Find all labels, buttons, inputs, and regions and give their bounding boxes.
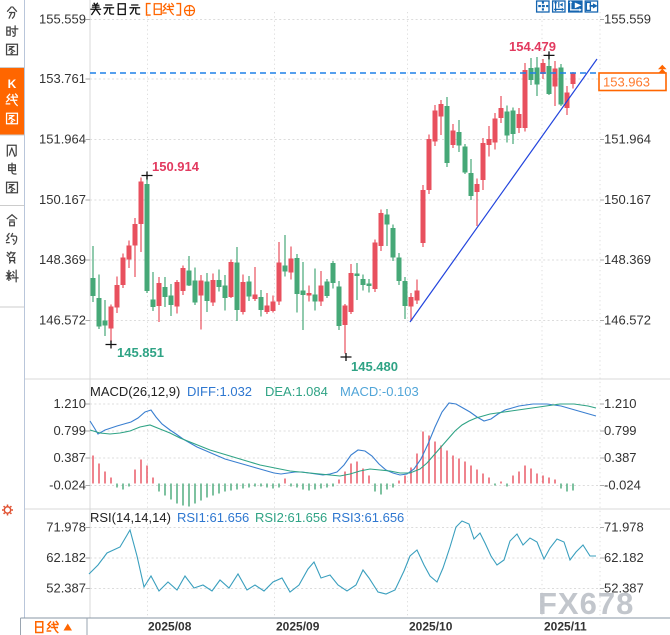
svg-text:2025/08: 2025/08 — [148, 620, 192, 634]
svg-text:52.387: 52.387 — [46, 581, 86, 596]
svg-text:2025/10: 2025/10 — [409, 620, 453, 634]
svg-text:148.369: 148.369 — [39, 252, 86, 267]
svg-text:RSI3:61.656: RSI3:61.656 — [332, 510, 404, 525]
svg-text:1.210: 1.210 — [604, 396, 637, 411]
svg-text:-0.024: -0.024 — [604, 478, 641, 493]
svg-text:148.369: 148.369 — [604, 252, 651, 267]
svg-text:155.559: 155.559 — [604, 12, 651, 27]
svg-text:MACD:-0.103: MACD:-0.103 — [340, 384, 419, 399]
svg-text:146.572: 146.572 — [39, 313, 86, 328]
svg-text:RSI1:61.656: RSI1:61.656 — [177, 510, 249, 525]
svg-text:2025/09: 2025/09 — [276, 620, 320, 634]
svg-text:2025/11: 2025/11 — [544, 620, 587, 634]
svg-text:154.479: 154.479 — [509, 39, 556, 54]
svg-text:150.914: 150.914 — [152, 159, 200, 174]
svg-text:RSI2:61.656: RSI2:61.656 — [255, 510, 327, 525]
svg-text:153.761: 153.761 — [39, 71, 86, 86]
svg-text:146.572: 146.572 — [604, 313, 651, 328]
svg-text:145.480: 145.480 — [351, 359, 398, 374]
svg-text:0.799: 0.799 — [604, 423, 637, 438]
svg-text:151.964: 151.964 — [604, 132, 651, 147]
svg-text:52.387: 52.387 — [604, 581, 644, 596]
svg-text:-0.024: -0.024 — [49, 478, 86, 493]
svg-text:145.851: 145.851 — [117, 345, 164, 360]
svg-text:0.387: 0.387 — [604, 450, 637, 465]
svg-text:150.167: 150.167 — [604, 192, 651, 207]
svg-text:151.964: 151.964 — [39, 132, 86, 147]
svg-text:FX678: FX678 — [538, 586, 634, 621]
svg-text:153.963: 153.963 — [603, 75, 650, 90]
svg-text:150.167: 150.167 — [39, 192, 86, 207]
svg-text:71.978: 71.978 — [604, 520, 644, 535]
svg-text:62.182: 62.182 — [604, 550, 644, 565]
svg-text:RSI(14,14,14): RSI(14,14,14) — [90, 510, 171, 525]
svg-text:K: K — [8, 77, 17, 91]
svg-text:62.182: 62.182 — [46, 550, 86, 565]
svg-text:0.799: 0.799 — [53, 423, 86, 438]
svg-text:MACD(26,12,9): MACD(26,12,9) — [90, 384, 180, 399]
svg-text:155.559: 155.559 — [39, 12, 86, 27]
svg-text:0.387: 0.387 — [53, 450, 86, 465]
svg-text:71.978: 71.978 — [46, 520, 86, 535]
svg-text:1.210: 1.210 — [53, 396, 86, 411]
svg-text:DEA:1.084: DEA:1.084 — [265, 384, 328, 399]
svg-text:DIFF:1.032: DIFF:1.032 — [187, 384, 252, 399]
